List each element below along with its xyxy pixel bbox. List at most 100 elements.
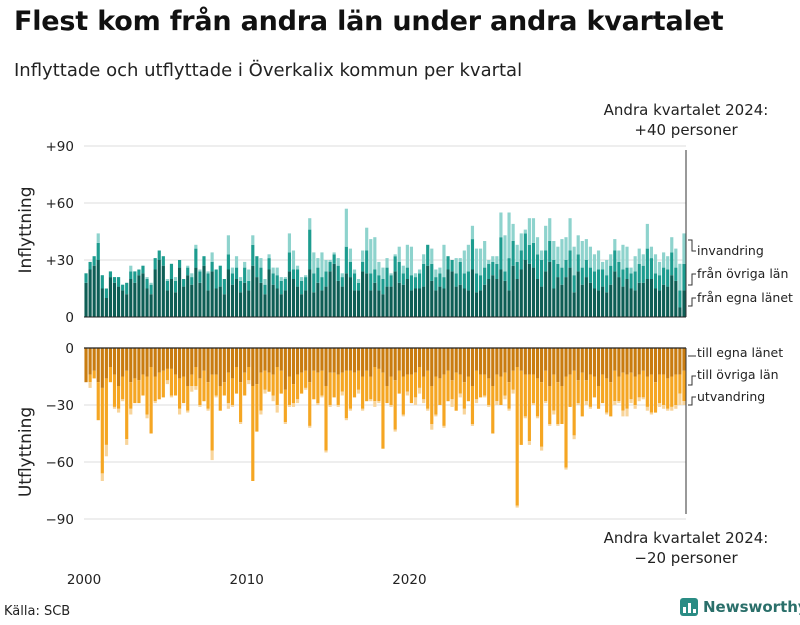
bar-utvandring — [361, 408, 365, 411]
bar-fran-egna-lanet — [361, 271, 365, 317]
bar-till-ovriga-lan — [580, 372, 584, 417]
bar-fran-egna-lanet — [657, 290, 662, 317]
bar-utvandring — [369, 399, 373, 402]
bar-fran-ovriga-lan — [609, 265, 613, 285]
bar-invandring — [662, 252, 666, 268]
bar-fran-egna-lanet — [243, 282, 247, 317]
bar-invandring — [544, 225, 548, 251]
bar-fran-ovriga-lan — [515, 261, 519, 279]
bar-fran-ovriga-lan — [169, 263, 174, 279]
bar-till-egna-lanet — [576, 348, 580, 381]
bar-fran-ovriga-lan — [222, 279, 226, 295]
bar-fran-egna-lanet — [153, 269, 157, 317]
bar-till-ovriga-lan — [324, 386, 328, 451]
bar-fran-egna-lanet — [674, 280, 678, 317]
bar-fran-ovriga-lan — [304, 277, 308, 291]
bar-fran-ovriga-lan — [259, 267, 263, 283]
bar-till-egna-lanet — [422, 348, 426, 377]
bar-fran-ovriga-lan — [397, 261, 401, 283]
bar-till-ovriga-lan — [564, 376, 568, 468]
bar-utvandring — [88, 382, 92, 388]
bar-fran-ovriga-lan — [544, 250, 548, 272]
bar-fran-egna-lanet — [592, 288, 597, 317]
bar-fran-egna-lanet — [576, 271, 580, 317]
bar-till-egna-lanet — [592, 348, 597, 377]
bar-fran-ovriga-lan — [560, 267, 564, 285]
bar-invandring — [295, 265, 300, 270]
bar-utvandring — [662, 405, 666, 409]
bar-invandring — [666, 256, 670, 270]
bar-utvandring — [373, 401, 377, 407]
bar-till-egna-lanet — [499, 348, 503, 377]
bar-invandring — [210, 252, 214, 262]
bar-till-egna-lanet — [295, 348, 300, 375]
bar-fran-egna-lanet — [422, 286, 426, 317]
bar-till-ovriga-lan — [625, 374, 629, 409]
bar-fran-egna-lanet — [381, 294, 385, 317]
x-axis-ticks: 2000 2010 2020 — [67, 572, 427, 588]
bar-fran-egna-lanet — [662, 284, 666, 317]
bar-till-ovriga-lan — [137, 380, 141, 404]
bar-invandring — [670, 237, 674, 253]
bar-fran-egna-lanet — [438, 286, 442, 317]
bar-fran-egna-lanet — [572, 292, 576, 317]
bar-till-egna-lanet — [601, 348, 605, 375]
bar-fran-ovriga-lan — [348, 261, 353, 278]
bar-utvandring — [214, 395, 218, 398]
bar-till-egna-lanet — [149, 348, 153, 367]
bar-fran-egna-lanet — [503, 280, 507, 317]
bar-till-ovriga-lan — [194, 367, 198, 386]
bar-invandring — [401, 265, 405, 274]
bar-utvandring — [328, 405, 332, 407]
bar-invandring — [96, 233, 100, 243]
bar-fran-ovriga-lan — [218, 265, 222, 287]
bar-fran-ovriga-lan — [182, 279, 186, 287]
bar-till-egna-lanet — [218, 348, 222, 386]
bar-invandring — [267, 254, 271, 259]
bar-till-egna-lanet — [552, 348, 556, 375]
bar-till-egna-lanet — [568, 348, 572, 375]
bar-till-egna-lanet — [645, 348, 649, 377]
bar-utvandring — [649, 412, 654, 415]
bar-utvandring — [230, 405, 235, 407]
bar-fran-ovriga-lan — [161, 256, 165, 266]
bar-till-egna-lanet — [438, 348, 442, 379]
bar-utvandring — [291, 403, 296, 407]
bar-invandring — [239, 277, 243, 281]
bar-till-egna-lanet — [328, 348, 332, 373]
bar-utvandring — [666, 408, 670, 411]
bar-till-egna-lanet — [446, 348, 450, 371]
bar-fran-egna-lanet — [454, 286, 458, 317]
bar-till-egna-lanet — [629, 348, 633, 373]
bar-till-egna-lanet — [531, 348, 536, 375]
utflyttning-bars — [84, 348, 686, 508]
bar-till-egna-lanet — [222, 348, 226, 383]
bar-fran-ovriga-lan — [527, 244, 531, 264]
bar-till-ovriga-lan — [397, 370, 401, 394]
bar-till-egna-lanet — [596, 348, 601, 386]
bar-utvandring — [263, 389, 267, 394]
bar-fran-egna-lanet — [239, 292, 243, 317]
bar-utvandring — [210, 450, 214, 461]
bar-till-ovriga-lan — [666, 378, 670, 409]
bar-fran-ovriga-lan — [662, 267, 666, 285]
bar-fran-ovriga-lan — [613, 250, 617, 272]
bar-fran-egna-lanet — [145, 288, 149, 317]
bar-till-egna-lanet — [617, 348, 621, 377]
bar-fran-ovriga-lan — [356, 282, 361, 291]
bar-fran-egna-lanet — [332, 263, 336, 317]
bar-till-ovriga-lan — [662, 374, 666, 405]
bar-till-ovriga-lan — [605, 378, 609, 413]
bar-fran-ovriga-lan — [186, 267, 190, 276]
bar-utvandring — [511, 389, 515, 394]
bar-utvandring — [116, 408, 121, 413]
bar-till-egna-lanet — [373, 348, 377, 367]
bar-till-ovriga-lan — [674, 374, 678, 405]
bar-fran-ovriga-lan — [438, 273, 442, 287]
bar-fran-egna-lanet — [548, 261, 552, 317]
bar-utvandring — [430, 424, 434, 430]
bar-till-ovriga-lan — [657, 374, 662, 404]
bar-fran-egna-lanet — [275, 288, 279, 317]
bar-invandring — [336, 258, 340, 266]
bar-fran-ovriga-lan — [454, 273, 458, 287]
